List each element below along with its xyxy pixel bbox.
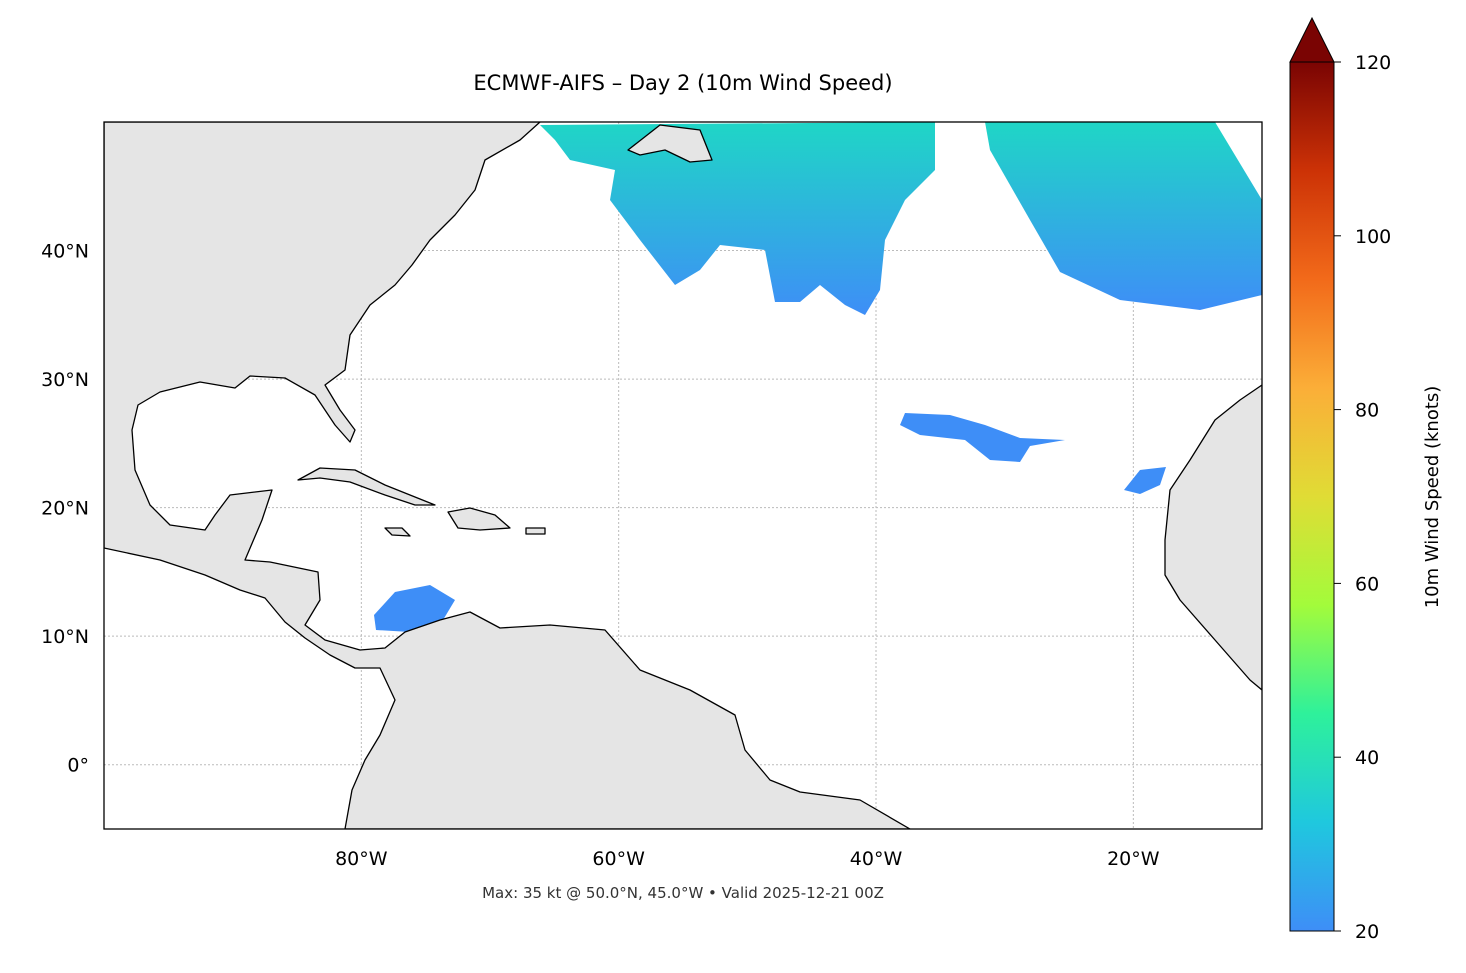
- x-tick-label: 60°W: [592, 848, 645, 870]
- y-tick-label: 30°N: [41, 369, 89, 391]
- map-area: [104, 122, 1262, 829]
- colorbar-tick-label: 80: [1355, 400, 1379, 422]
- y-tick-label: 20°N: [41, 498, 89, 520]
- chart-title: ECMWF-AIFS – Day 2 (10m Wind Speed): [473, 71, 892, 95]
- x-tick-label: 20°W: [1107, 848, 1160, 870]
- y-tick-label: 40°N: [41, 241, 89, 263]
- wind-field: [900, 413, 1065, 462]
- colorbar-extend: [1289, 16, 1335, 63]
- africa: [1164, 384, 1262, 691]
- map-frame: [103, 121, 1263, 830]
- x-tick-label: 80°W: [335, 848, 388, 870]
- colorbar-tick-label: 100: [1355, 226, 1391, 248]
- colorbar-tick-label: 40: [1355, 747, 1379, 769]
- wind-field: [1124, 467, 1166, 494]
- hispaniola: [447, 507, 511, 531]
- axis-ticks: 80°W 60°W 40°W 20°W 0° 10°N 20°N 30°N 40°N 20 40 60…: [41, 52, 1391, 943]
- puerto-rico: [525, 527, 546, 535]
- annotation: Max: 35 kt @ 50.0°N, 45.0°W • Valid 2025…: [482, 884, 884, 902]
- colorbar-label: 10m Wind Speed (knots): [1422, 386, 1443, 609]
- americas: [104, 122, 911, 829]
- colorbar-tick-label: 20: [1355, 921, 1379, 943]
- colorbar: [1289, 61, 1335, 932]
- cuba: [297, 467, 436, 506]
- wind-field: [374, 585, 455, 632]
- y-tick-label: 10°N: [41, 626, 89, 648]
- newfoundland: [627, 124, 713, 163]
- wind-field: [540, 122, 935, 315]
- y-tick-label: 0°: [67, 755, 89, 777]
- colorbar-tick-label: 120: [1355, 52, 1391, 74]
- jamaica: [384, 527, 411, 537]
- colorbar-tick-label: 60: [1355, 573, 1379, 595]
- x-tick-label: 40°W: [850, 848, 903, 870]
- wind-field: [985, 122, 1262, 310]
